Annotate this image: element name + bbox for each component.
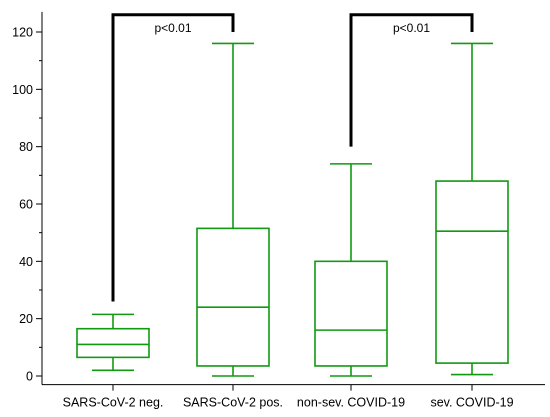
y-tick-label: 20 bbox=[19, 312, 33, 326]
box-iqr bbox=[314, 260, 388, 367]
p-value-label: p<0.01 bbox=[154, 21, 191, 35]
y-tick-label: 60 bbox=[19, 198, 33, 212]
y-tick-label: 120 bbox=[12, 26, 33, 40]
x-category-label: sev. COVID-19 bbox=[430, 396, 513, 410]
significance-bracket bbox=[111, 13, 235, 302]
x-category-label: SARS-CoV-2 neg. bbox=[63, 396, 164, 410]
significance-bracket bbox=[349, 13, 474, 147]
y-tick-label: 40 bbox=[19, 255, 33, 269]
box-iqr bbox=[76, 327, 150, 359]
box-iqr bbox=[435, 180, 509, 364]
p-value-label: p<0.01 bbox=[393, 21, 430, 35]
x-category-label: SARS-CoV-2 pos. bbox=[183, 396, 283, 410]
y-tick-label: 0 bbox=[26, 370, 33, 384]
x-category-label: non-sev. COVID-19 bbox=[297, 396, 405, 410]
y-tick-label: 80 bbox=[19, 140, 33, 154]
y-tick-label: 100 bbox=[12, 83, 33, 97]
box-iqr bbox=[196, 227, 270, 367]
